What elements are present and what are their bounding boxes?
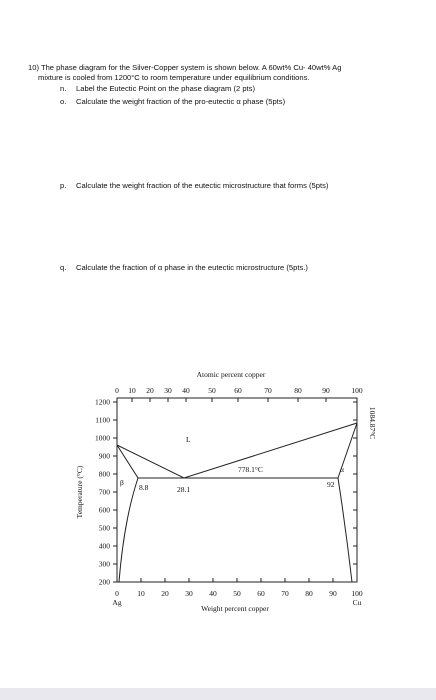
diagram-label: 8.8 [139, 483, 149, 492]
bottom-tick-label: 10 [137, 589, 145, 598]
y-tick-label: 500 [99, 524, 111, 533]
bottom-band [0, 688, 436, 700]
diagram-label: 778.1°C [238, 465, 263, 474]
bottom-tick-label: 60 [257, 589, 265, 598]
top-tick-label: 20 [146, 386, 154, 395]
top-tick-label: 60 [234, 386, 242, 395]
bottom-axis-label: Weight percent copper [201, 604, 269, 613]
top-tick-label: 10 [128, 386, 136, 395]
y-tick-label: 1100 [95, 416, 110, 425]
question-text-1: 10) The phase diagram for the Silver-Cop… [28, 63, 344, 82]
bottom-tick-label: 40 [209, 589, 217, 598]
diagram-label: Cu [353, 598, 362, 607]
diagram-label: β [120, 478, 124, 487]
alpha-ag-boundary [116, 444, 139, 583]
bottom-tick-label: 100 [351, 589, 363, 598]
part-text: Label the Eutectic Point on the phase di… [76, 84, 255, 93]
top-tick-label: 100 [351, 386, 363, 395]
y-tick-label: 1200 [95, 398, 110, 407]
bottom-tick-label: 70 [281, 589, 289, 598]
y-tick-label: 700 [99, 488, 111, 497]
top-tick-label: 50 [208, 386, 216, 395]
bottom-tick-label: 80 [305, 589, 313, 598]
diagram-label: L [186, 435, 191, 444]
top-tick-label: 0 [115, 386, 119, 395]
part-text: Calculate the fraction of α phase in the… [76, 263, 308, 272]
bottom-tick-label: 90 [329, 589, 337, 598]
plot-frame [116, 397, 358, 583]
bottom-tick-label: 0 [115, 589, 119, 598]
diagram-label: 28.1 [177, 485, 190, 494]
top-axis-label: Atomic percent copper [197, 370, 266, 379]
part-label: o. [60, 97, 66, 106]
y-tick-label: 300 [99, 560, 111, 569]
cu-melting-label: 1084.87°C [368, 407, 377, 439]
y-tick-label: 800 [99, 470, 111, 479]
bottom-tick-label: 20 [161, 589, 169, 598]
top-tick-label: 70 [264, 386, 272, 395]
bottom-tick-label: 30 [185, 589, 193, 598]
y-tick-label: 400 [99, 542, 111, 551]
bottom-tick-label: 50 [233, 589, 241, 598]
y-tick-label: 900 [99, 452, 111, 461]
cu-boundary [337, 422, 358, 583]
top-tick-label: 40 [182, 386, 190, 395]
liquidus [116, 422, 358, 479]
y-tick-label: 1000 [95, 434, 110, 443]
y-tick-label: 200 [99, 578, 111, 587]
y-tick-label: 600 [99, 506, 111, 515]
diagram-label: Ag [112, 598, 121, 607]
top-tick-label: 90 [322, 386, 330, 395]
part-text: Calculate the weight fraction of the eut… [76, 181, 329, 190]
part-text: Calculate the weight fraction of the pro… [76, 97, 286, 106]
y-axis-label: Temperature (°C) [75, 465, 84, 518]
part-label: n. [60, 84, 66, 93]
part-label: p. [60, 181, 66, 190]
top-tick-label: 80 [294, 386, 302, 395]
diagram-label: 92 [327, 480, 335, 489]
part-label: q. [60, 263, 66, 272]
top-tick-label: 30 [164, 386, 172, 395]
diagram-label: α [340, 465, 344, 474]
